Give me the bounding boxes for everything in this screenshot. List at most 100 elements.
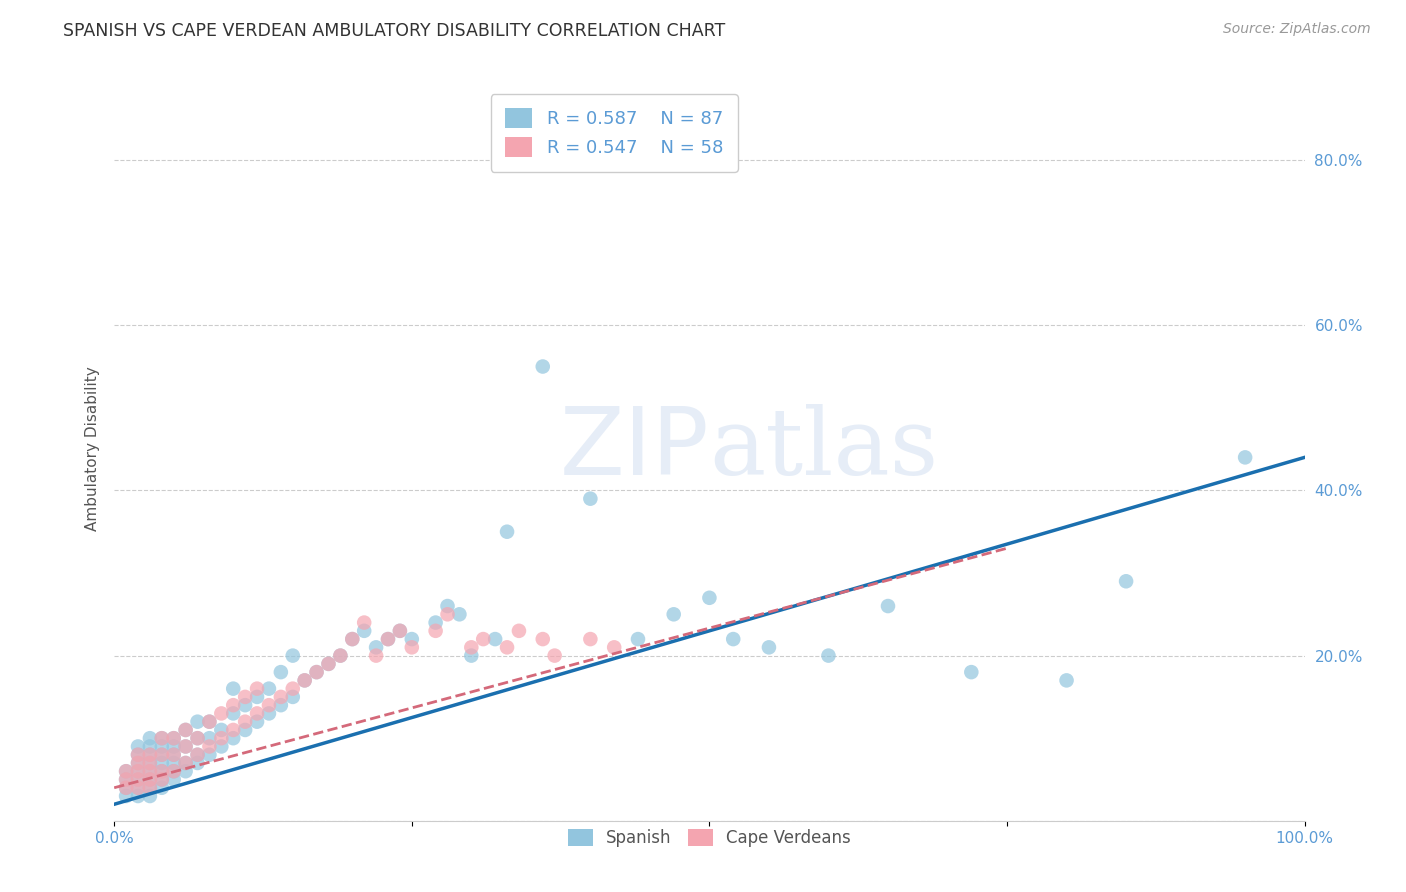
Point xyxy=(139,756,162,770)
Point xyxy=(163,739,186,754)
Point xyxy=(449,607,471,622)
Point xyxy=(436,607,458,622)
Point xyxy=(377,632,399,646)
Point xyxy=(139,772,162,787)
Point xyxy=(186,731,208,746)
Point xyxy=(436,599,458,613)
Point xyxy=(115,772,138,787)
Text: SPANISH VS CAPE VERDEAN AMBULATORY DISABILITY CORRELATION CHART: SPANISH VS CAPE VERDEAN AMBULATORY DISAB… xyxy=(63,22,725,40)
Point xyxy=(198,739,221,754)
Point xyxy=(294,673,316,688)
Point xyxy=(1056,673,1078,688)
Point xyxy=(222,731,245,746)
Point xyxy=(150,772,173,787)
Point xyxy=(364,640,387,655)
Point xyxy=(817,648,839,663)
Point xyxy=(150,747,173,762)
Point xyxy=(174,756,197,770)
Point xyxy=(139,780,162,795)
Point xyxy=(163,731,186,746)
Point xyxy=(377,632,399,646)
Point xyxy=(222,723,245,737)
Point xyxy=(460,648,482,663)
Point xyxy=(139,739,162,754)
Point xyxy=(139,780,162,795)
Point xyxy=(127,772,149,787)
Point xyxy=(270,698,292,713)
Point xyxy=(222,698,245,713)
Point xyxy=(425,615,447,630)
Point xyxy=(484,632,506,646)
Point xyxy=(174,756,197,770)
Point xyxy=(209,706,232,721)
Point xyxy=(150,739,173,754)
Point xyxy=(209,723,232,737)
Point xyxy=(388,624,411,638)
Point xyxy=(127,764,149,779)
Point xyxy=(353,615,375,630)
Point xyxy=(960,665,983,680)
Point xyxy=(305,665,328,680)
Legend: Spanish, Cape Verdeans: Spanish, Cape Verdeans xyxy=(561,822,858,854)
Point xyxy=(1234,450,1257,465)
Point xyxy=(508,624,530,638)
Point xyxy=(163,756,186,770)
Point xyxy=(353,624,375,638)
Point xyxy=(139,764,162,779)
Point xyxy=(163,731,186,746)
Point xyxy=(139,747,162,762)
Point xyxy=(388,624,411,638)
Point xyxy=(543,648,565,663)
Point xyxy=(139,789,162,803)
Point xyxy=(163,747,186,762)
Point xyxy=(150,772,173,787)
Point xyxy=(150,747,173,762)
Point xyxy=(305,665,328,680)
Text: atlas: atlas xyxy=(710,404,939,494)
Point xyxy=(186,756,208,770)
Point xyxy=(198,747,221,762)
Point xyxy=(115,780,138,795)
Point xyxy=(270,690,292,704)
Point xyxy=(460,640,482,655)
Point xyxy=(150,756,173,770)
Point xyxy=(127,772,149,787)
Point xyxy=(174,739,197,754)
Point xyxy=(425,624,447,638)
Point xyxy=(257,681,280,696)
Point xyxy=(472,632,495,646)
Point xyxy=(579,491,602,506)
Point xyxy=(186,747,208,762)
Point xyxy=(342,632,364,646)
Point xyxy=(246,681,269,696)
Point xyxy=(139,764,162,779)
Point xyxy=(127,739,149,754)
Point xyxy=(627,632,650,646)
Point xyxy=(186,747,208,762)
Point xyxy=(174,723,197,737)
Point xyxy=(531,359,554,374)
Point xyxy=(209,739,232,754)
Point xyxy=(233,714,256,729)
Point xyxy=(150,764,173,779)
Point xyxy=(401,640,423,655)
Point xyxy=(233,690,256,704)
Point xyxy=(281,648,304,663)
Point xyxy=(127,780,149,795)
Point xyxy=(531,632,554,646)
Point xyxy=(723,632,745,646)
Point xyxy=(127,780,149,795)
Point xyxy=(233,698,256,713)
Point xyxy=(150,764,173,779)
Point xyxy=(294,673,316,688)
Point xyxy=(281,690,304,704)
Point xyxy=(163,764,186,779)
Point xyxy=(496,524,519,539)
Point xyxy=(198,731,221,746)
Point xyxy=(127,756,149,770)
Point xyxy=(1115,574,1137,589)
Point xyxy=(150,780,173,795)
Point xyxy=(186,731,208,746)
Point xyxy=(127,756,149,770)
Point xyxy=(115,764,138,779)
